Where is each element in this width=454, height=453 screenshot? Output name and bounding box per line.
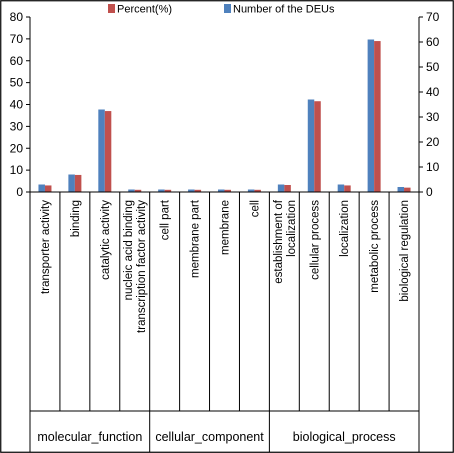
left-tick-label: 50	[10, 76, 24, 90]
bar-percent-2	[104, 111, 112, 192]
bar-percent-11	[374, 41, 381, 193]
legend: Percent(%) Number of the DEUs	[108, 4, 335, 16]
bar-percent-9	[314, 101, 321, 192]
right-tick-label: 10	[426, 160, 440, 174]
category-label-3-line-1: transcription factor activity	[136, 200, 148, 333]
bar-number-8	[277, 184, 285, 192]
bar-number-2	[98, 109, 105, 192]
right-tick-label: 0	[426, 185, 433, 199]
left-tick-label: 10	[10, 163, 24, 177]
bar-number-3	[128, 189, 135, 192]
bar-percent-6	[224, 189, 231, 192]
bar-percent-12	[404, 187, 411, 193]
bar-number-12	[397, 187, 405, 192]
axes: 0 10 20 30 40 50 60 70 80 0 10 20 30 40 50 60 70	[10, 10, 440, 199]
left-tick-label: 60	[10, 54, 24, 68]
right-tick-label: 50	[426, 60, 440, 74]
category-axis: transporter activity binding catalytic act…	[29, 192, 420, 452]
category-label-12: biological regulation	[399, 200, 411, 302]
group-label-molecular_function: molecular_function	[37, 430, 142, 444]
right-tick-label: 40	[426, 85, 440, 99]
bar-number-7	[247, 189, 255, 192]
bar-series	[38, 39, 411, 193]
bar-percent-4	[164, 189, 172, 192]
group-label-biological_process: biological_process	[293, 430, 396, 444]
bar-percent-8	[284, 185, 291, 192]
category-label-9: cellular process	[309, 200, 321, 280]
category-label-0: transporter activity	[40, 200, 52, 294]
legend-swatch-0	[108, 4, 115, 13]
legend-label-1: Number of the DEUs	[233, 4, 335, 16]
bar-number-9	[307, 99, 315, 192]
right-tick-label: 20	[426, 135, 440, 149]
category-label-10: localization	[339, 200, 351, 257]
left-tick-label: 30	[10, 119, 24, 133]
category-label-11: metabolic process	[369, 200, 381, 293]
bar-number-1	[68, 174, 75, 192]
bar-number-0	[38, 184, 45, 192]
bar-number-4	[158, 189, 165, 192]
bar-percent-3	[134, 189, 142, 192]
left-tick-label: 40	[10, 98, 24, 112]
category-label-4: cell part	[160, 199, 172, 240]
right-tick-label: 30	[426, 110, 440, 124]
category-label-8-line-0: establishment of	[273, 199, 285, 284]
group-label-cellular_component: cellular_component	[155, 430, 264, 444]
bar-number-6	[218, 189, 225, 192]
bar-number-11	[367, 39, 375, 192]
category-label-3-line-0: nucleic acid binding	[123, 200, 135, 300]
left-tick-label: 70	[10, 32, 24, 46]
bar-percent-1	[74, 174, 82, 192]
bar-number-5	[188, 189, 195, 192]
bar-number-10	[337, 184, 345, 192]
left-tick-label: 80	[10, 10, 24, 24]
bar-percent-0	[44, 185, 52, 192]
bar-percent-7	[254, 189, 261, 192]
left-tick-label: 20	[10, 141, 24, 155]
category-label-6: membrane	[220, 200, 232, 255]
category-label-1: binding	[70, 200, 82, 237]
category-label-5: membrane part	[190, 199, 202, 278]
right-tick-label: 70	[426, 10, 440, 24]
legend-label-0: Percent(%)	[117, 4, 172, 16]
category-label-8-line-1: localization	[286, 200, 298, 257]
legend-swatch-1	[224, 4, 231, 13]
bar-percent-10	[344, 185, 351, 192]
right-tick-label: 60	[426, 35, 440, 49]
category-label-7: cell	[249, 200, 261, 217]
category-label-2: catalytic activity	[100, 200, 112, 280]
bar-percent-5	[194, 189, 202, 192]
left-tick-label: 0	[16, 185, 23, 199]
